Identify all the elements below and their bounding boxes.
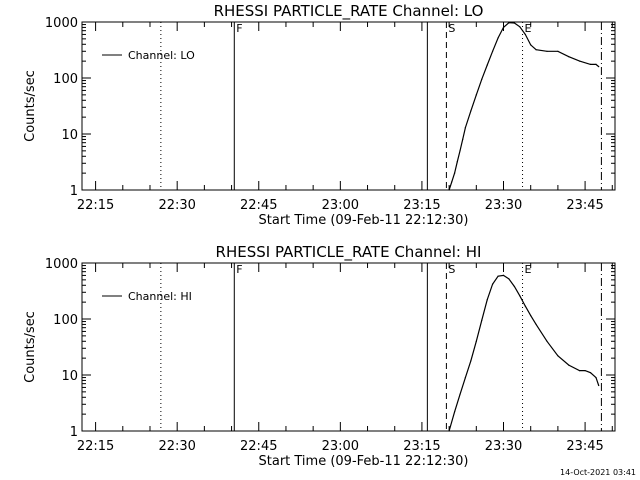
data-point (497, 37, 499, 39)
chart-title: RHESSI PARTICLE_RATE Channel: HI (216, 243, 482, 262)
marker-label: S (448, 263, 455, 276)
data-point (598, 384, 600, 387)
x-tick-label: 22:45 (240, 198, 277, 213)
data-point (530, 315, 532, 317)
data-point (584, 370, 586, 372)
series-line-lo (448, 22, 600, 191)
data-point (595, 377, 597, 379)
chart-title: RHESSI PARTICLE_RATE Channel: LO (214, 2, 484, 21)
x-tick-label: 22:30 (158, 198, 195, 213)
data-point (546, 340, 548, 342)
y-tick-label: 1 (70, 425, 78, 440)
x-tick-label: 23:30 (485, 198, 522, 213)
data-point (513, 285, 516, 288)
data-point (524, 305, 526, 307)
marker-label: E (525, 22, 532, 35)
x-tick-label: 23:00 (322, 198, 359, 213)
data-point (486, 64, 488, 66)
data-point (448, 189, 450, 191)
data-point (546, 50, 548, 52)
data-point (448, 430, 450, 432)
data-point (535, 49, 537, 51)
legend-label: Channel: LO (128, 49, 195, 62)
data-point (519, 295, 521, 297)
data-point (454, 172, 456, 174)
data-point (589, 63, 592, 65)
data-point (579, 370, 581, 372)
x-axis-label: Start Time (09-Feb-11 22:12:30) (259, 454, 469, 469)
data-point (481, 78, 483, 80)
y-tick-label: 1000 (45, 16, 78, 31)
x-tick-label: 23:30 (485, 439, 522, 454)
data-point (530, 44, 532, 46)
data-point (579, 60, 581, 62)
x-tick-label: 23:15 (403, 439, 440, 454)
y-axis-label: Counts/sec (23, 311, 38, 383)
marker-label: F (236, 22, 242, 35)
x-tick-label: 22:30 (158, 439, 195, 454)
data-point (557, 355, 559, 357)
y-tick-label: 100 (53, 72, 78, 87)
data-point (589, 372, 592, 374)
data-point (535, 323, 537, 325)
marker-label: S (448, 22, 455, 35)
data-point (462, 138, 464, 140)
data-point (524, 33, 526, 36)
data-point (568, 364, 570, 366)
data-point (508, 22, 510, 24)
data-point (519, 26, 521, 28)
x-tick-label: 23:15 (403, 198, 440, 213)
x-axis-label: Start Time (09-Feb-11 22:12:30) (259, 213, 469, 228)
y-tick-label: 1000 (45, 257, 78, 272)
plot-frame (81, 21, 616, 191)
marker-label: F (236, 263, 242, 276)
data-point (513, 22, 516, 24)
y-tick-label: 100 (53, 313, 78, 328)
data-point (486, 299, 488, 301)
data-point (470, 360, 472, 362)
x-tick-label: 23:00 (322, 439, 359, 454)
data-point (464, 127, 466, 129)
data-point (475, 94, 477, 96)
data-point (598, 66, 600, 68)
data-point (508, 278, 510, 280)
x-tick-label: 22:15 (77, 198, 114, 213)
plot-frame (81, 262, 616, 432)
marker-label: E (525, 263, 532, 276)
y-tick-label: 10 (61, 128, 78, 143)
data-point (464, 377, 466, 379)
y-tick-label: 1 (70, 184, 78, 199)
x-tick-label: 22:45 (240, 439, 277, 454)
data-point (568, 56, 570, 58)
timestamp: 14-Oct-2021 03:41 (560, 468, 636, 477)
data-point (456, 161, 458, 163)
data-point (459, 150, 461, 152)
x-tick-label: 23:45 (566, 198, 603, 213)
data-point (454, 411, 456, 413)
panel-lo: RHESSI PARTICLE_RATE Channel: LO Counts/s… (23, 2, 616, 228)
x-tick-label: 22:15 (77, 439, 114, 454)
data-point (557, 50, 559, 52)
data-point (502, 274, 505, 276)
data-point (475, 340, 477, 342)
data-point (492, 283, 494, 285)
data-point (481, 319, 483, 321)
data-point (492, 50, 494, 52)
series-line-hi (448, 274, 600, 432)
x-tick-label: 23:45 (566, 439, 603, 454)
data-point (451, 181, 453, 183)
y-axis-label: Counts/sec (23, 70, 38, 142)
data-point (595, 63, 597, 65)
y-tick-label: 10 (61, 369, 78, 384)
data-point (497, 275, 499, 277)
data-point (502, 26, 505, 28)
data-point (470, 110, 472, 112)
data-point (459, 393, 461, 395)
panel-hi: RHESSI PARTICLE_RATE Channel: HI Counts/s… (23, 243, 616, 469)
legend-label: Channel: HI (128, 290, 192, 303)
